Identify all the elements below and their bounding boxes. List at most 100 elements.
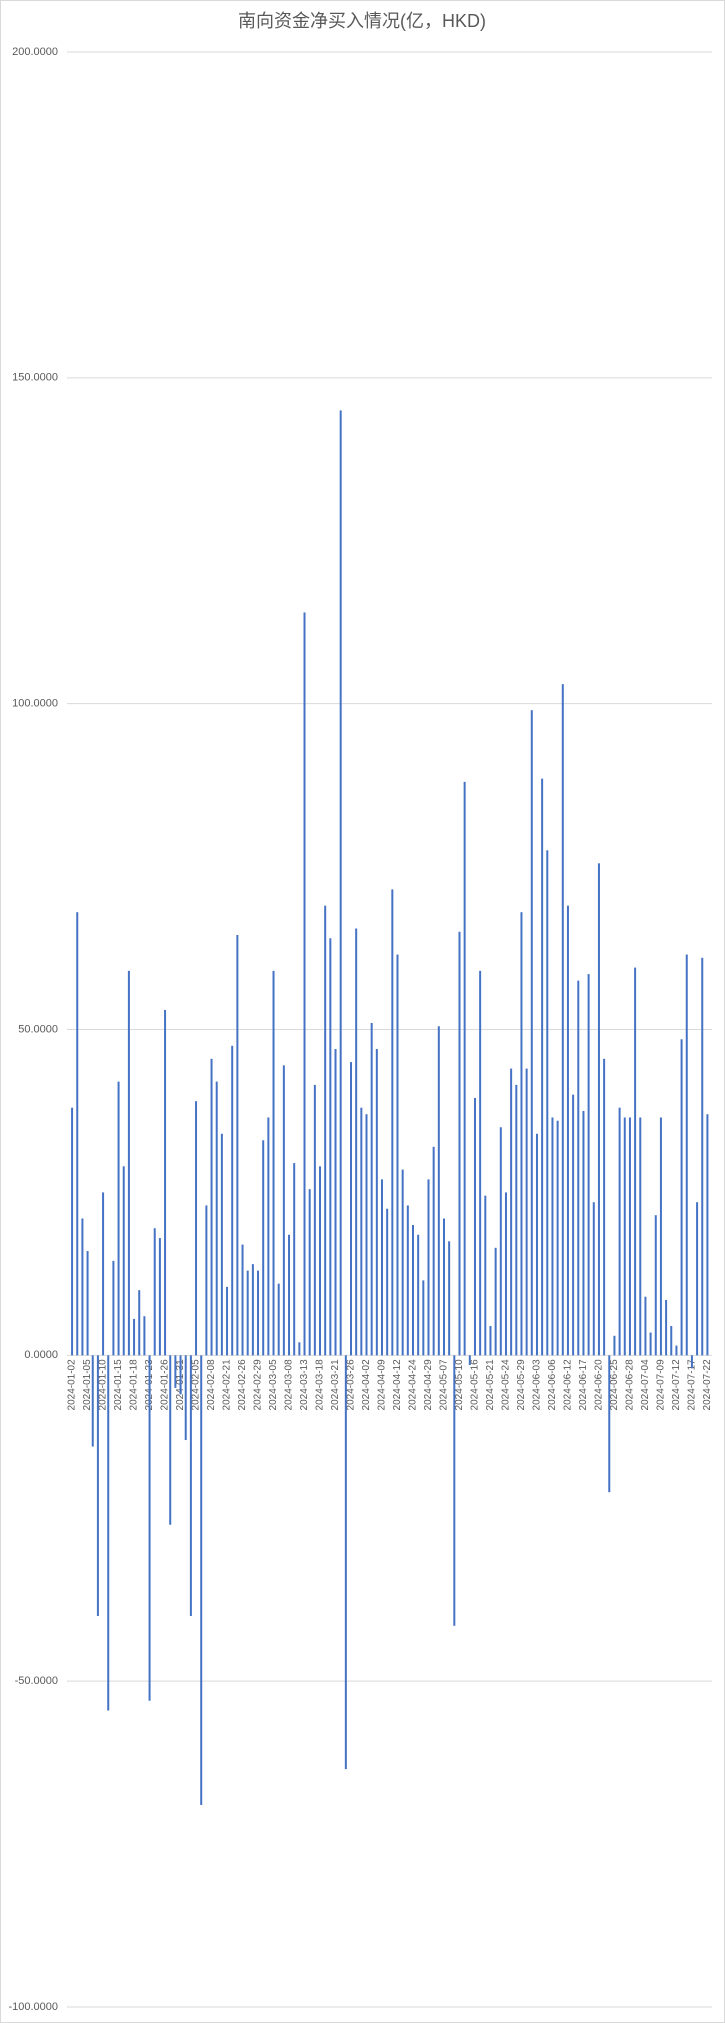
bar bbox=[339, 410, 342, 1356]
x-tick-label: 2024-03-21 bbox=[330, 1359, 341, 1411]
bar bbox=[530, 710, 533, 1356]
bar bbox=[246, 1270, 249, 1356]
bar bbox=[370, 1022, 373, 1356]
x-tick-label: 2024-06-28 bbox=[625, 1359, 636, 1411]
bar bbox=[329, 938, 332, 1356]
x-tick-label: 2024-07-04 bbox=[640, 1359, 651, 1411]
bar bbox=[473, 1097, 476, 1356]
bar bbox=[411, 1225, 414, 1356]
bar bbox=[220, 1133, 223, 1356]
bar bbox=[391, 889, 394, 1356]
x-tick-label: 2024-03-18 bbox=[315, 1359, 326, 1411]
x-tick-label: 2024-06-25 bbox=[609, 1359, 620, 1411]
x-tick-label: 2024-06-20 bbox=[594, 1359, 605, 1411]
x-tick-label: 2024-02-21 bbox=[222, 1359, 233, 1411]
x-tick-label: 2024-01-10 bbox=[98, 1359, 109, 1411]
bar bbox=[437, 1026, 440, 1356]
y-tick-label: -100.0000 bbox=[8, 2001, 58, 2013]
x-tick-label: 2024-03-05 bbox=[268, 1359, 279, 1411]
bar bbox=[597, 863, 600, 1356]
x-tick-label: 2024-04-29 bbox=[423, 1359, 434, 1411]
bar bbox=[494, 1247, 497, 1356]
bar bbox=[313, 1084, 316, 1356]
bar bbox=[241, 1244, 244, 1356]
bar bbox=[701, 957, 704, 1356]
bar bbox=[572, 1094, 575, 1356]
bar bbox=[670, 1326, 673, 1356]
bar bbox=[396, 954, 399, 1356]
bar bbox=[189, 1355, 192, 1616]
bar bbox=[582, 1110, 585, 1356]
bar bbox=[81, 1218, 84, 1356]
bar bbox=[158, 1238, 161, 1356]
bar bbox=[659, 1117, 662, 1356]
bar bbox=[427, 1179, 430, 1356]
bar bbox=[282, 1065, 285, 1356]
bar bbox=[489, 1326, 492, 1356]
bar bbox=[608, 1355, 611, 1493]
bar bbox=[628, 1117, 631, 1356]
bar bbox=[603, 1058, 606, 1356]
bar bbox=[355, 928, 358, 1356]
x-tick-label: 2024-02-26 bbox=[237, 1359, 248, 1411]
bar bbox=[86, 1251, 89, 1356]
bar bbox=[365, 1114, 368, 1356]
bar bbox=[634, 967, 637, 1356]
bar bbox=[401, 1169, 404, 1356]
bar bbox=[515, 1084, 518, 1356]
x-tick-label: 2024-05-29 bbox=[516, 1359, 527, 1411]
x-tick-label: 2024-07-12 bbox=[671, 1359, 682, 1411]
bar bbox=[262, 1140, 265, 1356]
bar bbox=[133, 1318, 136, 1356]
bar bbox=[675, 1345, 678, 1356]
bar bbox=[644, 1296, 647, 1356]
bar bbox=[117, 1081, 120, 1356]
x-tick-label: 2024-06-06 bbox=[547, 1359, 558, 1411]
bar bbox=[138, 1290, 141, 1356]
bar bbox=[406, 1205, 409, 1356]
bar bbox=[546, 850, 549, 1356]
bar bbox=[623, 1117, 626, 1356]
x-tick-label: 2024-05-21 bbox=[485, 1359, 496, 1411]
x-tick-label: 2024-06-12 bbox=[563, 1359, 574, 1411]
bar bbox=[231, 1045, 234, 1356]
bar bbox=[479, 970, 482, 1356]
bar bbox=[324, 905, 327, 1356]
bar bbox=[71, 1107, 74, 1356]
x-tick-label: 2024-05-16 bbox=[470, 1359, 481, 1411]
bar bbox=[288, 1234, 291, 1356]
bar bbox=[618, 1107, 621, 1356]
bar bbox=[654, 1215, 657, 1356]
bar bbox=[308, 1189, 311, 1356]
bar bbox=[665, 1299, 668, 1356]
bar bbox=[442, 1218, 445, 1356]
bar bbox=[143, 1316, 146, 1356]
bar bbox=[535, 1133, 538, 1356]
x-tick-label: 2024-06-17 bbox=[578, 1359, 589, 1411]
bar bbox=[226, 1286, 229, 1356]
bar bbox=[76, 912, 79, 1356]
bar bbox=[200, 1355, 203, 1805]
x-tick-label: 2024-01-15 bbox=[113, 1359, 124, 1411]
y-tick-label: 200.0000 bbox=[12, 46, 58, 58]
bar bbox=[272, 970, 275, 1356]
bar bbox=[127, 970, 130, 1356]
x-tick-label: 2024-04-09 bbox=[377, 1359, 388, 1411]
x-tick-label: 2024-07-17 bbox=[687, 1359, 698, 1411]
bar bbox=[107, 1355, 110, 1711]
y-tick-label: 50.0000 bbox=[18, 1023, 58, 1035]
x-tick-label: 2024-04-12 bbox=[392, 1359, 403, 1411]
bar bbox=[510, 1068, 513, 1356]
bar bbox=[344, 1355, 347, 1770]
bar bbox=[350, 1062, 353, 1356]
x-tick-label: 2024-02-05 bbox=[191, 1359, 202, 1411]
bar bbox=[386, 1208, 389, 1356]
bar bbox=[685, 954, 688, 1356]
bar bbox=[587, 974, 590, 1356]
bar bbox=[112, 1260, 115, 1356]
x-tick-label: 2024-07-22 bbox=[702, 1359, 713, 1411]
bar bbox=[592, 1202, 595, 1356]
bar bbox=[520, 912, 523, 1356]
bar bbox=[432, 1146, 435, 1356]
